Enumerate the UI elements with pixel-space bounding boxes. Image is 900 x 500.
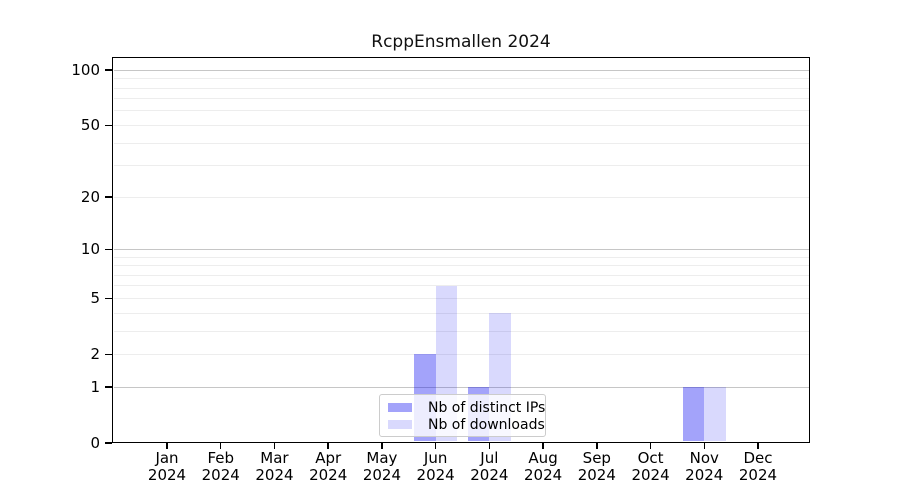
x-tick-label-jul: Jul 2024 xyxy=(449,450,529,484)
x-tick-jan xyxy=(166,443,168,449)
y-tick-label-0: 0 xyxy=(90,433,100,452)
y-gridline-minor-9 xyxy=(113,256,809,258)
legend-label-distinct-ips: Nb of distinct IPs xyxy=(428,399,546,416)
y-gridline-minor-4 xyxy=(113,312,809,314)
y-gridline-minor-8 xyxy=(113,265,809,267)
x-tick-year-feb: 2024 xyxy=(201,466,240,484)
x-tick-year-dec: 2024 xyxy=(738,466,778,484)
y-gridline-minor-90 xyxy=(113,78,809,80)
y-tick-100 xyxy=(105,69,112,71)
y-tick-20 xyxy=(105,196,112,198)
y-gridline-minor-7 xyxy=(113,274,809,276)
x-tick-month-may: May xyxy=(366,449,398,467)
y-tick-50 xyxy=(105,124,112,127)
y-gridline-major-10 xyxy=(113,248,809,250)
x-tick-year-may: 2024 xyxy=(362,466,401,484)
x-tick-year-jun: 2024 xyxy=(416,466,455,484)
x-tick-month-nov: Nov xyxy=(689,449,719,467)
plot-border xyxy=(112,57,810,443)
x-tick-label-dec: Dec 2024 xyxy=(718,450,798,484)
bar-distinct-ips-nov xyxy=(682,387,705,442)
x-tick-label-sep: Sep 2024 xyxy=(557,450,637,484)
y-gridline-minor-80 xyxy=(113,87,809,89)
x-tick-month-jul: Jul xyxy=(480,449,499,467)
x-tick-label-jun: Jun 2024 xyxy=(396,450,476,484)
x-tick-month-feb: Feb xyxy=(207,449,234,467)
y-tick-label-5: 5 xyxy=(90,288,100,307)
x-tick-jul xyxy=(488,443,491,449)
y-gridline-minor-2 xyxy=(113,353,809,355)
y-gridline-minor-6 xyxy=(113,285,809,287)
x-tick-year-apr: 2024 xyxy=(309,466,348,484)
x-tick-nov xyxy=(703,443,706,449)
x-tick-month-oct: Oct xyxy=(637,449,664,467)
x-tick-month-apr: Apr xyxy=(315,449,342,467)
y-gridline-minor-3 xyxy=(113,330,809,332)
x-tick-mar xyxy=(273,443,276,449)
y-tick-label-20: 20 xyxy=(80,187,100,206)
x-tick-label-mar: Mar 2024 xyxy=(234,450,314,484)
legend-item-distinct-ips: Nb of distinct IPs xyxy=(384,399,545,416)
y-gridline-minor-70 xyxy=(113,98,809,100)
x-tick-dec xyxy=(757,443,759,449)
legend-swatch-distinct-ips xyxy=(388,403,412,412)
y-gridline-minor-60 xyxy=(113,110,809,112)
x-tick-label-apr: Apr 2024 xyxy=(288,450,368,484)
y-gridline-minor-50 xyxy=(113,124,809,126)
x-tick-month-mar: Mar xyxy=(260,449,289,467)
y-tick-label-1: 1 xyxy=(90,377,100,396)
chart-title: RcppEnsmallen 2024 xyxy=(371,32,551,52)
x-tick-label-may: May 2024 xyxy=(342,450,422,484)
x-tick-month-jun: Jun xyxy=(423,449,448,467)
legend: Nb of distinct IPs Nb of downloads xyxy=(379,394,546,437)
y-tick-label-10: 10 xyxy=(80,239,100,258)
y-tick-5 xyxy=(105,297,112,300)
y-gridline-minor-5 xyxy=(113,297,809,299)
x-tick-label-feb: Feb 2024 xyxy=(181,450,261,484)
y-gridline-minor-20 xyxy=(113,196,809,198)
y-tick-0 xyxy=(105,442,112,444)
x-tick-label-aug: Aug 2024 xyxy=(503,450,583,484)
x-tick-apr xyxy=(327,443,329,449)
y-tick-1 xyxy=(105,386,112,388)
x-tick-label-jan: Jan 2024 xyxy=(127,450,207,484)
y-tick-label-50: 50 xyxy=(80,115,100,134)
x-tick-month-dec: Dec xyxy=(743,449,773,467)
y-tick-label-100: 100 xyxy=(71,60,100,79)
x-tick-oct xyxy=(649,443,652,449)
x-tick-label-oct: Oct 2024 xyxy=(611,450,691,484)
x-tick-feb xyxy=(219,443,222,449)
y-gridline-major-100 xyxy=(113,69,809,71)
y-tick-2 xyxy=(105,353,112,356)
x-tick-month-sep: Sep xyxy=(582,449,611,467)
x-tick-aug xyxy=(542,443,544,449)
legend-swatch-downloads xyxy=(388,420,412,429)
x-tick-label-nov: Nov 2024 xyxy=(664,450,744,484)
bar-downloads-nov xyxy=(704,387,726,442)
x-tick-year-nov: 2024 xyxy=(685,466,724,484)
x-tick-may xyxy=(381,443,383,449)
x-tick-jun xyxy=(434,443,437,449)
x-tick-month-aug: Aug xyxy=(528,449,558,467)
legend-item-downloads: Nb of downloads xyxy=(384,416,545,433)
x-tick-year-aug: 2024 xyxy=(523,466,563,484)
y-gridline-minor-30 xyxy=(113,165,809,167)
x-tick-sep xyxy=(596,443,598,449)
y-gridline-major-1 xyxy=(113,386,809,388)
x-tick-year-mar: 2024 xyxy=(255,466,294,484)
x-tick-year-sep: 2024 xyxy=(577,466,616,484)
y-tick-10 xyxy=(105,248,112,251)
x-tick-year-jan: 2024 xyxy=(147,466,187,484)
x-tick-year-oct: 2024 xyxy=(631,466,670,484)
legend-label-downloads: Nb of downloads xyxy=(428,416,545,433)
x-tick-year-jul: 2024 xyxy=(470,466,509,484)
x-tick-month-jan: Jan xyxy=(155,449,179,467)
y-tick-label-2: 2 xyxy=(90,344,100,363)
y-gridline-minor-40 xyxy=(113,142,809,144)
